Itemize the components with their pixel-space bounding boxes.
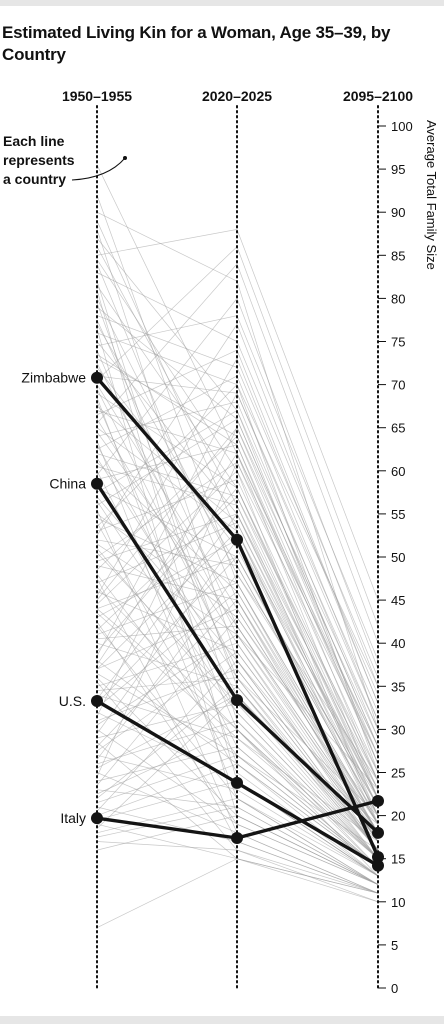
series-label-italy: Italy	[60, 810, 86, 826]
y-axis-label: Average Total Family Size	[424, 120, 439, 270]
y-tick-label-35: 35	[391, 679, 405, 694]
y-tick-label-85: 85	[391, 248, 405, 263]
y-tick-label-40: 40	[391, 636, 405, 651]
country-line-97	[96, 621, 379, 885]
y-tick-label-20: 20	[391, 809, 405, 824]
country-line-133	[96, 634, 379, 834]
series-label-u-s: U.S.	[59, 693, 86, 709]
point-zimbabwe-0	[91, 371, 103, 384]
point-zimbabwe-2	[372, 850, 384, 863]
country-line-118	[96, 354, 379, 782]
point-china-2	[372, 826, 384, 839]
point-zimbabwe-1	[231, 533, 243, 546]
country-line-84	[96, 452, 379, 747]
y-tick-label-95: 95	[391, 162, 405, 177]
country-line-49	[96, 608, 379, 833]
country-line-136	[96, 728, 379, 859]
y-tick-label-100: 100	[391, 119, 413, 134]
y-tick-label-75: 75	[391, 335, 405, 350]
annotations: Zimbabwe China U.S. Italy Each line represent…	[3, 133, 127, 826]
y-tick-label-15: 15	[391, 852, 405, 867]
point-italy-1	[231, 832, 243, 845]
y-tick-label-90: 90	[391, 205, 405, 220]
country-line-99	[96, 742, 379, 903]
y-tick-label-30: 30	[391, 722, 405, 737]
point-italy-0	[91, 812, 103, 825]
period-label-1: 2020–2025	[202, 88, 272, 104]
point-u-s-1	[231, 776, 243, 789]
y-tick-label-10: 10	[391, 895, 405, 910]
bottom-rule	[0, 1016, 444, 1024]
highlighted-country-lines	[91, 371, 384, 872]
annotation-leader	[71, 157, 126, 181]
chart-title: Estimated Living Kin for a Woman, Age 35…	[2, 23, 391, 64]
point-china-1	[231, 694, 243, 707]
annotation-dot	[123, 156, 127, 160]
point-u-s-2	[372, 859, 384, 872]
point-china-0	[91, 477, 103, 490]
annotation-line-2: a country	[3, 171, 66, 187]
y-axis: 0 5 10 15 20 25 30 35 40 45 50 55 60 65 70 75 80 85 90 95 10…	[378, 119, 439, 996]
country-line-103	[96, 357, 379, 704]
y-tick-label-80: 80	[391, 291, 405, 306]
top-rule	[0, 0, 444, 6]
point-u-s-0	[91, 694, 103, 707]
annotation-line-0: Each line	[3, 133, 65, 149]
country-line-72	[96, 229, 379, 601]
country-line-87	[96, 573, 379, 799]
period-label-2: 2095–2100	[343, 88, 413, 104]
series-label-zimbabwe: Zimbabwe	[21, 370, 86, 386]
y-tick-label-50: 50	[391, 550, 405, 565]
y-tick-label-65: 65	[391, 421, 405, 436]
country-line-59	[96, 754, 379, 877]
series-label-china: China	[49, 476, 86, 492]
y-tick-label-70: 70	[391, 378, 405, 393]
y-tick-label-25: 25	[391, 766, 405, 781]
country-line-102	[96, 323, 379, 687]
y-tick-label-45: 45	[391, 593, 405, 608]
annotation-line-1: represents	[3, 152, 75, 168]
point-italy-2	[372, 794, 384, 807]
country-line-126	[96, 513, 379, 799]
period-label-0: 1950–1955	[62, 88, 132, 104]
y-tick-label-5: 5	[391, 938, 398, 953]
y-tick-label-60: 60	[391, 464, 405, 479]
y-tick-label-55: 55	[391, 507, 405, 522]
y-tick-label-0: 0	[391, 981, 398, 996]
country-line-100	[96, 263, 379, 644]
